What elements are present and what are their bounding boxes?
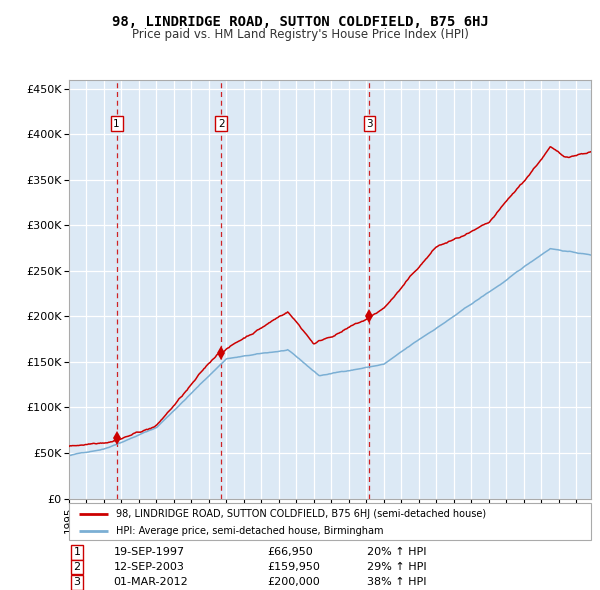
Text: £200,000: £200,000 [268, 578, 320, 588]
Text: 3: 3 [73, 578, 80, 588]
Text: 2: 2 [73, 562, 80, 572]
Text: 01-MAR-2012: 01-MAR-2012 [113, 578, 188, 588]
Text: Price paid vs. HM Land Registry's House Price Index (HPI): Price paid vs. HM Land Registry's House … [131, 28, 469, 41]
Text: 98, LINDRIDGE ROAD, SUTTON COLDFIELD, B75 6HJ (semi-detached house): 98, LINDRIDGE ROAD, SUTTON COLDFIELD, B7… [116, 509, 486, 519]
Text: 2: 2 [218, 119, 224, 129]
Text: 1: 1 [113, 119, 120, 129]
Text: 3: 3 [366, 119, 373, 129]
Text: £159,950: £159,950 [268, 562, 320, 572]
Text: 19-SEP-1997: 19-SEP-1997 [113, 548, 184, 558]
Text: 98, LINDRIDGE ROAD, SUTTON COLDFIELD, B75 6HJ: 98, LINDRIDGE ROAD, SUTTON COLDFIELD, B7… [112, 15, 488, 29]
Text: HPI: Average price, semi-detached house, Birmingham: HPI: Average price, semi-detached house,… [116, 526, 383, 536]
Text: 20% ↑ HPI: 20% ↑ HPI [367, 548, 426, 558]
Text: 1: 1 [73, 548, 80, 558]
Text: 38% ↑ HPI: 38% ↑ HPI [367, 578, 426, 588]
Text: 29% ↑ HPI: 29% ↑ HPI [367, 562, 426, 572]
Text: 12-SEP-2003: 12-SEP-2003 [113, 562, 184, 572]
Text: £66,950: £66,950 [268, 548, 313, 558]
